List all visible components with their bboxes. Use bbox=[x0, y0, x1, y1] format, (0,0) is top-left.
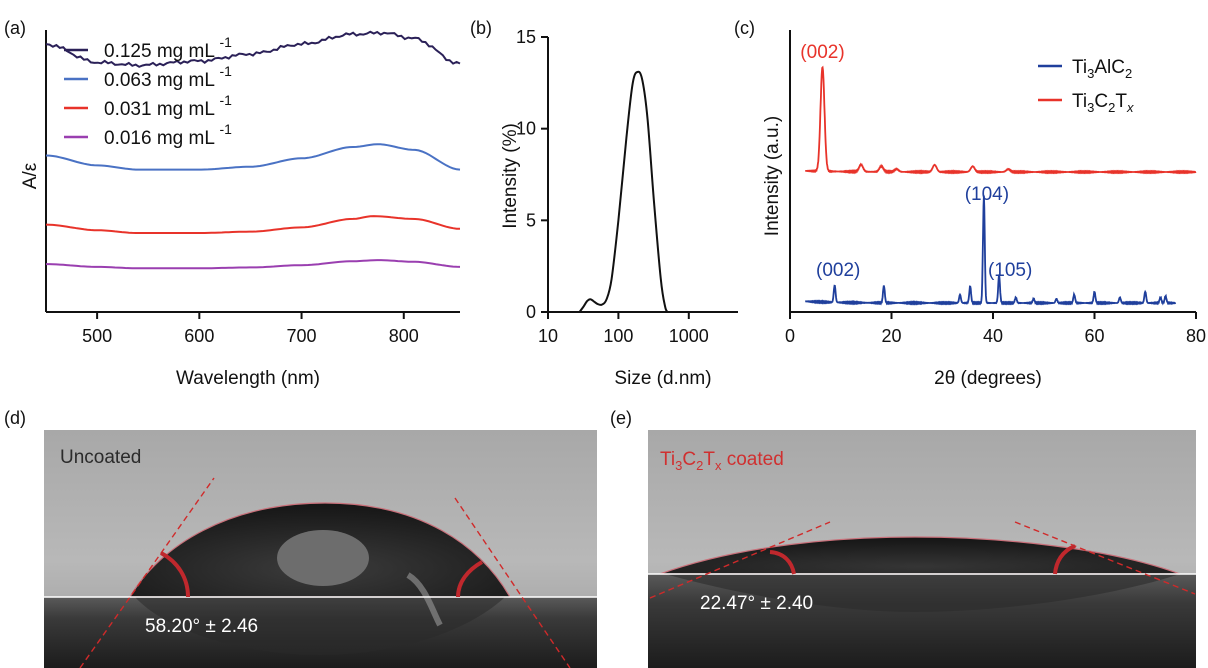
panel-b-ytick-label: 0 bbox=[526, 302, 536, 322]
panel-b-xtick-label: 10 bbox=[538, 326, 558, 346]
panel-a-series-line bbox=[45, 215, 461, 234]
droplet-e-reflection bbox=[665, 574, 1180, 612]
angle-arc-e-left bbox=[769, 550, 796, 575]
panel-c-peak-label: (105) bbox=[988, 260, 1032, 281]
panel-a-legend-label: 0.063 mg mL -1 bbox=[104, 63, 232, 91]
e-cap-suffix: coated bbox=[721, 449, 783, 470]
l2-mid: C bbox=[1094, 91, 1108, 112]
e-cap-c: C bbox=[682, 449, 696, 470]
e-cap-ti: Ti bbox=[660, 449, 675, 470]
panel-a-legend-sup: -1 bbox=[219, 92, 232, 108]
droplet-d-reflex bbox=[406, 572, 443, 627]
panel-a-ticks: 500 600 700 800 bbox=[82, 312, 419, 346]
panel-a-legend: 0.125 mg mL -10.063 mg mL -10.031 mg mL … bbox=[64, 34, 232, 149]
panel-c-xtick-label: 0 bbox=[785, 326, 795, 346]
panel-c-xtick-label: 80 bbox=[1186, 326, 1206, 346]
angle-arc-d-left bbox=[160, 551, 190, 598]
panel-b-ytick-label: 5 bbox=[526, 210, 536, 230]
e-cap-t: T bbox=[703, 449, 715, 470]
panel-c-xtick-label: 20 bbox=[881, 326, 901, 346]
panel-c-xtick-label: 40 bbox=[983, 326, 1003, 346]
panel-b-ylabel: Intensity (%) bbox=[500, 123, 521, 229]
panel-a-letter: (a) bbox=[4, 18, 26, 38]
panel-b-xtick-label: 100 bbox=[603, 326, 633, 346]
panel-b-letter: (b) bbox=[470, 18, 492, 38]
panel-e-letter: (e) bbox=[610, 408, 632, 428]
panel-a-xtick-label: 700 bbox=[287, 326, 317, 346]
panel-a-xtick-label: 500 bbox=[82, 326, 112, 346]
panel-d: (d) Uncoated 58.20° ± 2.46 bbox=[4, 408, 597, 668]
panel-a-legend-sup: -1 bbox=[219, 121, 232, 137]
panel-a-series-line bbox=[45, 30, 461, 68]
panel-c-peak-label: (002) bbox=[816, 260, 860, 281]
panel-a-series-line bbox=[46, 259, 461, 270]
panel-c-xlabel: 2θ (degrees) bbox=[934, 368, 1042, 389]
angle-label-e: 22.47° ± 2.40 bbox=[700, 593, 813, 614]
e-cap-sub1: 3 bbox=[675, 458, 682, 473]
panel-c-xrd-pattern bbox=[805, 65, 1197, 175]
panel-a-xlabel: Wavelength (nm) bbox=[176, 368, 320, 389]
tangent-e-right bbox=[1014, 521, 1196, 595]
caption-d: Uncoated bbox=[60, 447, 141, 468]
panel-a-legend-label: 0.125 mg mL -1 bbox=[104, 34, 232, 62]
e-cap-sub3: x bbox=[715, 458, 722, 473]
caption-e: Ti3C2Tx coated bbox=[660, 449, 784, 473]
e-cap-sub2: 2 bbox=[696, 458, 703, 473]
angle-arc-e-right bbox=[1053, 544, 1076, 575]
panel-c-xtick-label: 60 bbox=[1084, 326, 1104, 346]
panel-b-xtick-label: 1000 bbox=[669, 326, 709, 346]
panel-b-xlabel: Size (d.nm) bbox=[614, 368, 711, 389]
panel-a-legend-label: 0.031 mg mL -1 bbox=[104, 92, 232, 120]
tangent-e-left bbox=[649, 521, 831, 599]
l1-mid: AlC bbox=[1094, 57, 1125, 78]
panel-c: (c) Intensity (a.u.) (002) (002) (104) (105… bbox=[734, 18, 1206, 389]
angle-arc-d-right bbox=[456, 560, 484, 598]
panel-a-ylabel: A/ε bbox=[20, 162, 41, 189]
panel-c-legend: Ti3AlC2 Ti3C2Tx bbox=[1038, 57, 1134, 115]
panel-b-ytick-label: 10 bbox=[516, 119, 536, 139]
panel-a-xtick-label: 600 bbox=[184, 326, 214, 346]
l1-sub2: 2 bbox=[1125, 66, 1132, 81]
l1-main: Ti bbox=[1072, 57, 1087, 78]
l2-main: Ti bbox=[1072, 91, 1087, 112]
panel-c-xrd-pattern bbox=[805, 195, 1177, 306]
panel-c-peak-label: (104) bbox=[965, 184, 1009, 205]
tangent-d-right bbox=[454, 497, 571, 668]
panel-b-dls-curve bbox=[578, 70, 669, 313]
legend-label-ti3c2tx: Ti3C2Tx bbox=[1072, 91, 1134, 115]
tangent-d-left bbox=[79, 477, 215, 668]
panel-a-xtick-label: 800 bbox=[389, 326, 419, 346]
l2-end: T bbox=[1115, 91, 1127, 112]
panel-c-peak-label: (002) bbox=[800, 42, 844, 63]
panel-a-legend-label: 0.016 mg mL -1 bbox=[104, 121, 232, 149]
panel-b-ytick-label: 15 bbox=[516, 27, 536, 47]
panel-e: (e) Ti3C2Tx coated 22.47° ± 2.40 bbox=[610, 408, 1196, 668]
panel-c-series bbox=[805, 65, 1197, 306]
panel-a-legend-sup: -1 bbox=[219, 63, 232, 79]
l2-sub1: 3 bbox=[1087, 100, 1094, 115]
angle-label-d: 58.20° ± 2.46 bbox=[145, 616, 258, 637]
panel-c-letter: (c) bbox=[734, 18, 755, 38]
panel-b: (b) Intensity (%) 0 5 10 15 10 100 1000 Size (… bbox=[470, 18, 738, 389]
l1-sub1: 3 bbox=[1087, 66, 1094, 81]
panel-d-letter: (d) bbox=[4, 408, 26, 428]
panel-a: (a) A/ε 0.125 mg mL -10.063 mg mL -10.03… bbox=[4, 18, 461, 389]
l2-sub3: x bbox=[1126, 100, 1134, 115]
droplet-d-reflection bbox=[135, 597, 505, 655]
panel-c-ylabel: Intensity (a.u.) bbox=[762, 116, 783, 236]
panel-b-ticks: 0 5 10 15 10 100 1000 bbox=[516, 27, 709, 346]
panel-c-ticks: 0 20 40 60 80 bbox=[785, 312, 1206, 346]
panel-b-axes bbox=[547, 37, 738, 313]
panel-a-series-line bbox=[45, 143, 461, 171]
droplet-d-highlight bbox=[277, 530, 369, 586]
panel-a-series bbox=[45, 30, 461, 270]
legend-label-ti3alc2: Ti3AlC2 bbox=[1072, 57, 1132, 81]
l2-sub2: 2 bbox=[1108, 100, 1115, 115]
panel-b-series bbox=[578, 70, 669, 313]
panel-a-legend-sup: -1 bbox=[219, 34, 232, 50]
panel-c-annotations: (002) (002) (104) (105) bbox=[800, 42, 1032, 281]
